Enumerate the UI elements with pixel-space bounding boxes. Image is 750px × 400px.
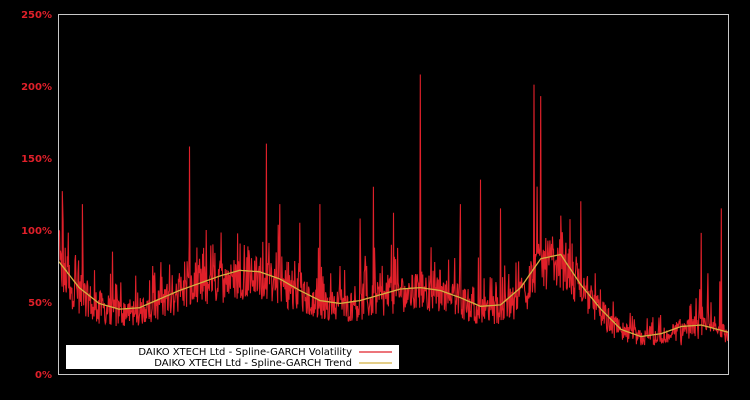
trend-line <box>58 253 729 338</box>
y-tick-label: 100% <box>21 226 52 237</box>
legend: DAIKO XTECH Ltd - Spline-GARCH Volatilit… <box>66 345 399 369</box>
plot-frame <box>58 14 729 375</box>
y-tick-label: 150% <box>21 154 52 165</box>
y-tick-label: 250% <box>21 10 52 21</box>
legend-label-trend: DAIKO XTECH Ltd - Spline-GARCH Trend <box>154 358 352 369</box>
y-tick-label: 0% <box>35 370 52 381</box>
plot-area <box>58 74 729 346</box>
y-tick-label: 50% <box>28 298 52 309</box>
y-tick-label: 200% <box>21 82 52 93</box>
legend-box <box>66 345 399 369</box>
y-axis: 250% 200% 150% 100% 50% 0% <box>21 10 52 381</box>
legend-label-volatility: DAIKO XTECH Ltd - Spline-GARCH Volatilit… <box>138 347 352 358</box>
